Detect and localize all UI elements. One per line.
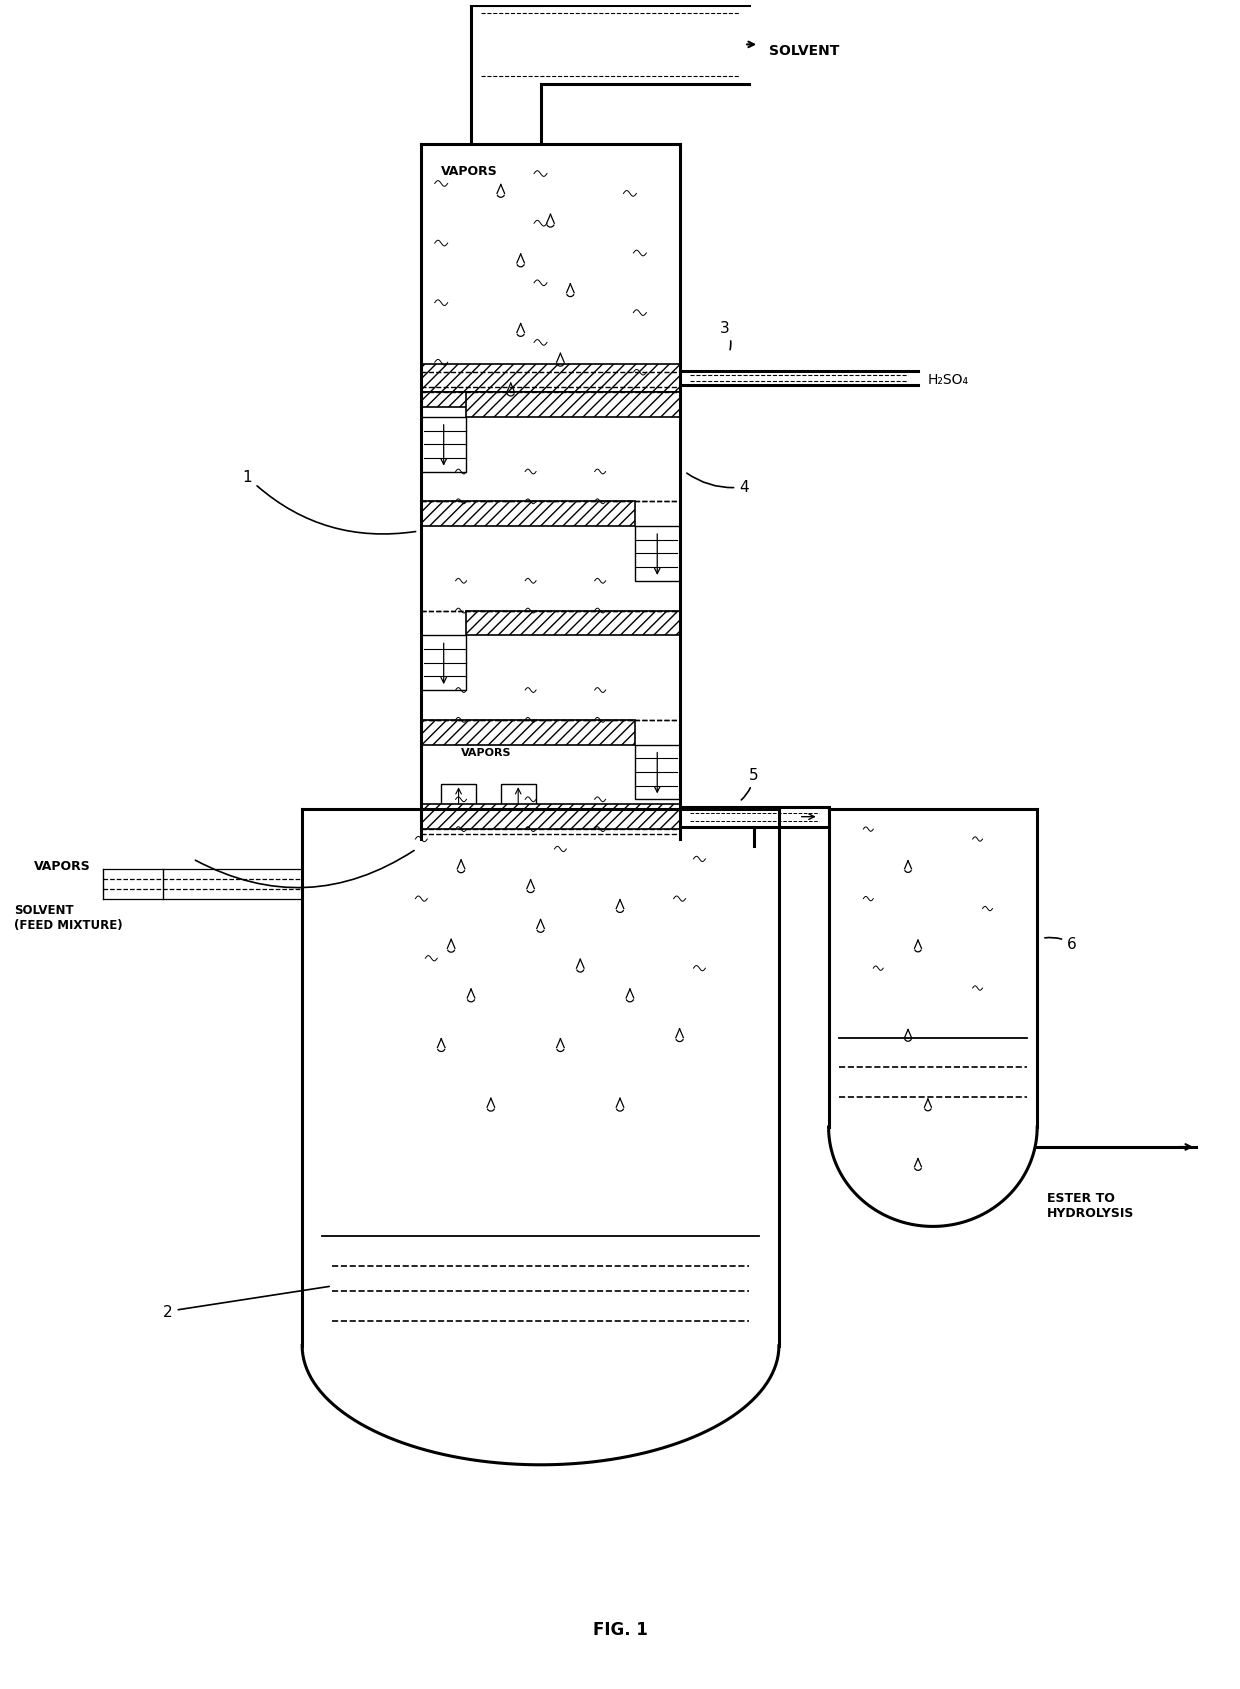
Text: VAPORS: VAPORS — [441, 164, 498, 177]
Bar — [635, 527, 680, 581]
Text: VAPORS: VAPORS — [461, 747, 512, 757]
Bar — [422, 721, 635, 745]
Bar — [422, 417, 466, 473]
Text: SOLVENT
(FEED MIXTURE): SOLVENT (FEED MIXTURE) — [14, 904, 123, 932]
Text: 4: 4 — [687, 475, 749, 495]
Bar — [422, 365, 680, 394]
Bar — [441, 785, 476, 824]
Bar — [422, 394, 563, 407]
Text: 1: 1 — [243, 470, 415, 535]
Text: 5: 5 — [742, 768, 759, 801]
Bar — [422, 637, 466, 691]
Text: VAPORS: VAPORS — [33, 860, 91, 872]
Text: SOLVENT: SOLVENT — [769, 44, 839, 59]
Text: H₂SO₄: H₂SO₄ — [928, 373, 968, 387]
Text: 2: 2 — [164, 1287, 329, 1319]
Bar — [422, 502, 635, 527]
Bar — [501, 785, 536, 824]
Bar — [466, 611, 680, 637]
Bar — [635, 745, 680, 801]
Text: 6: 6 — [1045, 937, 1076, 951]
Text: 3: 3 — [719, 321, 730, 350]
Text: FIG. 1: FIG. 1 — [593, 1620, 647, 1638]
Bar — [466, 394, 680, 417]
Bar — [422, 804, 680, 829]
Text: ESTER TO
HYDROLYSIS: ESTER TO HYDROLYSIS — [1047, 1192, 1135, 1219]
